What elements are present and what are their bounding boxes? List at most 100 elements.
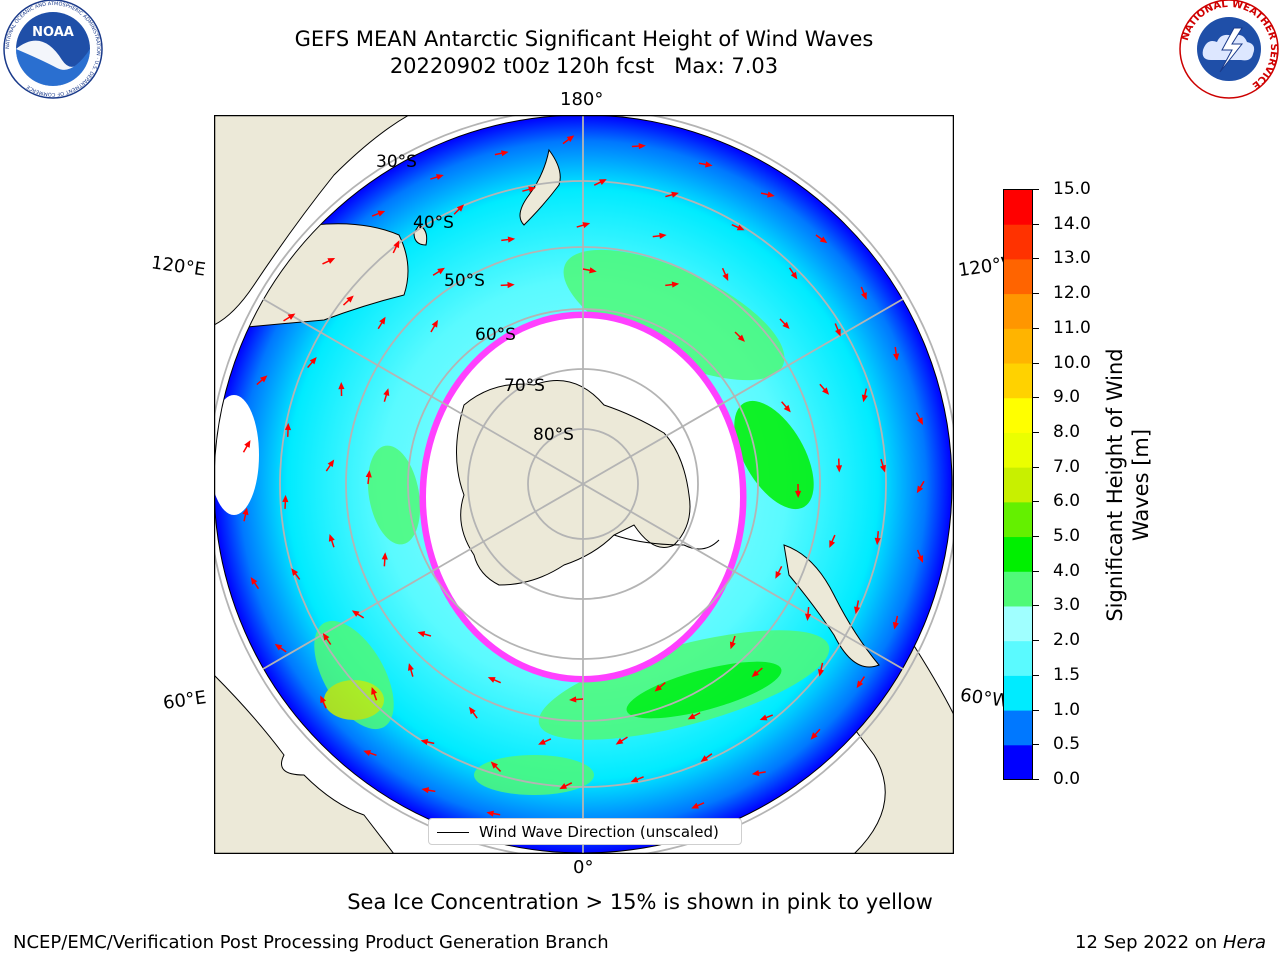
- wind-arrow-head: [566, 135, 575, 143]
- wind-arrow-head: [854, 606, 861, 615]
- wind-arrow-head: [309, 356, 317, 365]
- wind-wave-arrows: [242, 135, 925, 817]
- wind-arrow-head: [917, 555, 924, 563]
- wind-arrow-head: [874, 537, 881, 546]
- wind-arrow-head: [861, 394, 868, 403]
- map-legend: Wind Wave Direction (unscaled): [428, 818, 742, 845]
- colorbar-tick-label: 7.0: [1053, 456, 1081, 477]
- lat-label-40s: 40°S: [413, 213, 454, 233]
- wind-arrow-head: [759, 714, 768, 721]
- wind-arrow-head: [507, 236, 516, 243]
- wind-arrow-head: [407, 663, 414, 671]
- wind-arrow-head: [250, 577, 258, 585]
- colorbar-tick-label: 6.0: [1053, 491, 1081, 512]
- wind-arrow-head: [751, 670, 760, 678]
- wind-arrow-head: [916, 485, 924, 494]
- colorbar-tick-mark: [1033, 223, 1039, 225]
- colorbar-tick-label: 1.5: [1053, 664, 1081, 685]
- colorbar-swatch: [1003, 397, 1033, 433]
- wind-arrow-head: [892, 621, 899, 630]
- wind-arrow-head: [274, 643, 283, 651]
- legend-label: Wind Wave Direction (unscaled): [479, 823, 719, 841]
- wind-arrow-head: [456, 204, 465, 212]
- chart-subtitle: 20220902 t00z 120h fcst Max: 7.03: [389, 54, 779, 78]
- colorbar-tick-label: 10.0: [1053, 352, 1091, 373]
- footer-host: Hera: [1222, 932, 1266, 953]
- wind-arrow-head: [346, 295, 354, 303]
- wind-arrow-head: [320, 695, 327, 704]
- antarctica: [456, 380, 691, 586]
- colorbar-tick-label: 14.0: [1053, 213, 1091, 234]
- wind-arrow-head: [284, 422, 292, 431]
- colorbar-tick-mark: [1033, 258, 1039, 260]
- wind-arrow-head: [737, 334, 745, 342]
- colorbar-tick-label: 1.0: [1053, 699, 1081, 720]
- wind-arrow-head: [729, 641, 736, 650]
- colorbar-tick-mark: [1033, 779, 1039, 780]
- wind-arrow-head: [599, 179, 607, 185]
- footer-date: 12 Sep 2022 on Hera: [1075, 932, 1266, 953]
- colorbar-swatch: [1003, 675, 1033, 711]
- colorbar-tick-label: 3.0: [1053, 595, 1081, 616]
- wind-arrow-head: [582, 222, 591, 229]
- wind-arrow-head: [700, 755, 709, 762]
- colorbar-tick-mark: [1033, 744, 1039, 746]
- lon-label-0: 0°: [573, 857, 594, 878]
- wind-arrow-head: [691, 802, 700, 809]
- lon-label-120e: 120°E: [149, 252, 207, 281]
- colorbar-swatch: [1003, 258, 1033, 295]
- colorbar-tick-label: 4.0: [1053, 560, 1081, 581]
- colorbar-tick-label: 5.0: [1053, 526, 1081, 547]
- colorbar-swatch: [1003, 571, 1033, 607]
- colorbar-tick-mark: [1033, 640, 1039, 642]
- colorbar-swatch: [1003, 432, 1033, 468]
- colorbar-swatch: [1003, 501, 1033, 538]
- colorbar-tick-mark: [1033, 536, 1039, 538]
- wind-arrow-head: [794, 490, 802, 498]
- wind-arrow-head: [538, 738, 546, 745]
- wind-arrow-head: [377, 210, 386, 217]
- wind-arrow-head: [722, 273, 729, 282]
- wind-arrow-head: [291, 568, 299, 576]
- colorbar-tick-label: 12.0: [1053, 283, 1091, 304]
- wind-arrow-head: [436, 174, 444, 181]
- colorbar-swatch: [1003, 536, 1033, 572]
- lat-label-30s: 30°S: [376, 152, 417, 172]
- colorbar-tick-mark: [1033, 362, 1039, 364]
- wind-arrow-head: [338, 381, 345, 390]
- wind-arrow-head: [420, 738, 429, 745]
- colorbar-tick-label: 8.0: [1053, 421, 1081, 442]
- wind-arrow-head: [371, 687, 378, 695]
- wind-arrow-head: [782, 321, 790, 330]
- wind-arrow-head: [259, 375, 268, 383]
- footer-producer: NCEP/EMC/Verification Post Processing Pr…: [13, 932, 609, 953]
- footer-date-text: 12 Sep 2022 on: [1075, 932, 1223, 953]
- wind-arrow-head: [244, 440, 251, 448]
- wind-arrow-head: [790, 271, 798, 280]
- wind-arrow-head: [916, 417, 924, 426]
- wind-arrow-head: [437, 267, 445, 275]
- wind-arrow-head: [659, 232, 667, 239]
- wind-arrow-head: [490, 761, 498, 769]
- colorbar: [1003, 189, 1033, 780]
- noaa-logo: NOAA NATIONAL OCEANIC AND ATMOSPHERIC AD…: [3, 0, 103, 99]
- wind-arrow-head: [671, 191, 679, 198]
- wind-arrow-head: [751, 769, 760, 777]
- wind-arrow-head: [379, 316, 386, 325]
- wind-arrow-head: [242, 507, 249, 516]
- lon-label-180: 180°: [560, 89, 604, 110]
- wind-arrow-head: [559, 783, 568, 790]
- wind-arrow-head: [383, 388, 390, 397]
- wind-arrow-head: [417, 631, 426, 638]
- wind-arrow-head: [528, 186, 536, 193]
- wind-arrow-head: [687, 713, 696, 720]
- wind-arrow-head: [487, 677, 496, 683]
- colorbar-swatch: [1003, 467, 1033, 503]
- wind-arrow-head: [638, 142, 646, 150]
- colorbar-swatch: [1003, 189, 1033, 225]
- colorbar-tick-mark: [1033, 709, 1039, 711]
- colorbar-tick-mark: [1033, 570, 1039, 572]
- colorbar-swatch: [1003, 605, 1033, 642]
- wind-arrow-head: [393, 240, 400, 249]
- colorbar-label: Significant Height of Wind Waves [m]: [1103, 348, 1153, 622]
